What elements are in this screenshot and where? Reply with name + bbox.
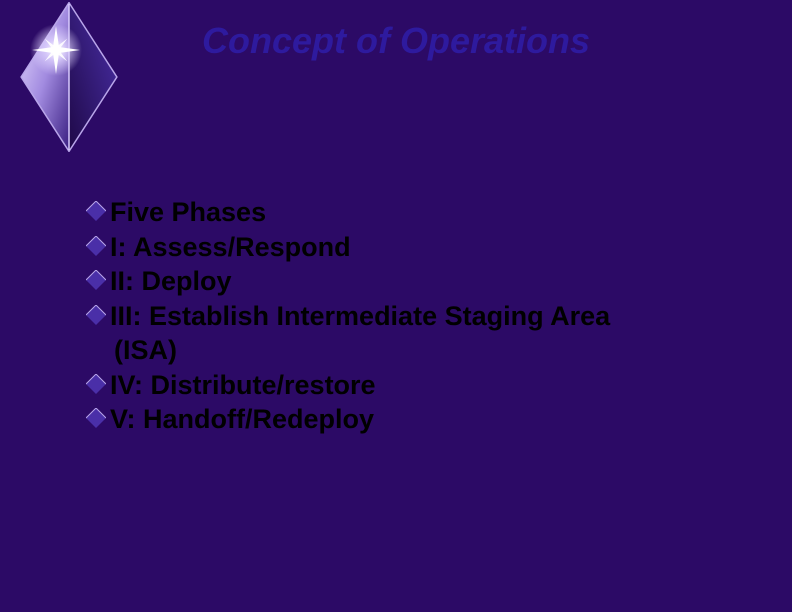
bullet-text-continuation: (ISA) (114, 333, 732, 368)
bullet-item: V: Handoff/Redeploy (86, 402, 732, 437)
bullet-diamond-icon (86, 270, 106, 290)
bullet-diamond-icon (86, 374, 106, 394)
bullet-text: Five Phases (110, 195, 266, 230)
bullet-item: III: Establish Intermediate Staging Area (86, 299, 732, 334)
bullet-item: Five Phases (86, 195, 732, 230)
bullet-diamond-icon (86, 236, 106, 256)
bullet-text: III: Establish Intermediate Staging Area (110, 299, 610, 334)
bullet-item: I: Assess/Respond (86, 230, 732, 265)
slide-title: Concept of Operations (0, 20, 792, 62)
bullet-diamond-icon (86, 201, 106, 221)
bullet-text: V: Handoff/Redeploy (110, 402, 374, 437)
bullet-text: I: Assess/Respond (110, 230, 351, 265)
bullet-text: II: Deploy (110, 264, 232, 299)
bullet-diamond-icon (86, 305, 106, 325)
bullet-item: II: Deploy (86, 264, 732, 299)
bullet-text: IV: Distribute/restore (110, 368, 376, 403)
bullet-list: Five PhasesI: Assess/RespondII: DeployII… (86, 195, 732, 437)
slide: Concept of Operations Five PhasesI: Asse… (0, 0, 792, 612)
bullet-diamond-icon (86, 408, 106, 428)
bullet-item: IV: Distribute/restore (86, 368, 732, 403)
